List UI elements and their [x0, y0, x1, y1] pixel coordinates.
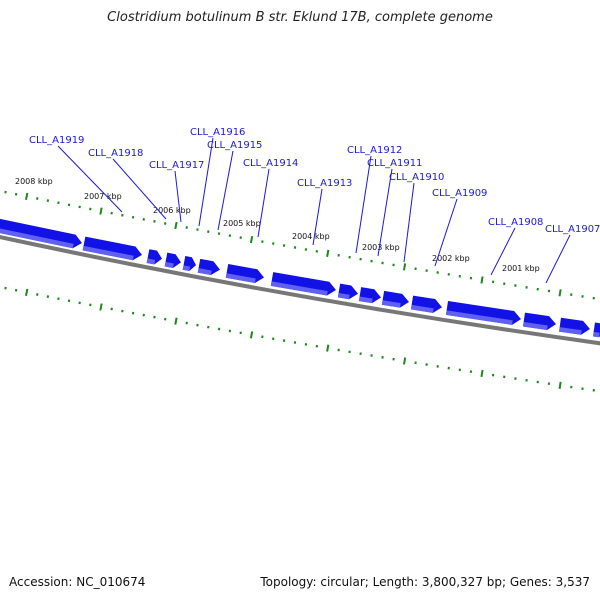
gene-label[interactable]: CLL_A1909: [432, 188, 487, 267]
gene-leader-line: [57, 145, 123, 213]
outer-tick-ring: [4, 190, 595, 300]
gene-label[interactable]: CLL_A1911: [367, 158, 422, 257]
kbp-tick-label: 2006 kbp: [153, 206, 191, 215]
gene-label-text: CLL_A1911: [367, 158, 422, 169]
gene-label[interactable]: CLL_A1913: [297, 178, 352, 246]
gene-leader-line: [377, 168, 393, 257]
major-tick: [174, 221, 178, 230]
gene-label-text: CLL_A1914: [243, 158, 298, 169]
gene-label[interactable]: CLL_A1918: [88, 148, 167, 220]
backbone-line: [0, 235, 600, 346]
major-tick: [99, 303, 103, 311]
major-tick: [403, 357, 407, 365]
gene-leader-line: [434, 198, 458, 267]
gene-label-text: CLL_A1909: [432, 188, 487, 199]
kbp-tick-label: 2008 kbp: [15, 177, 53, 186]
genome-summary: Topology: circular; Length: 3,800,327 bp…: [260, 575, 590, 589]
gene-leader-line: [545, 234, 571, 284]
gene-label-text: CLL_A1910: [389, 172, 444, 183]
major-tick: [24, 288, 29, 297]
gene-track: [0, 218, 600, 338]
gene-leader-line: [355, 155, 372, 254]
gene-label-text: CLL_A1916: [190, 127, 245, 138]
gene-label[interactable]: CLL_A1917: [149, 160, 204, 223]
major-tick: [174, 317, 178, 325]
major-tick: [558, 381, 562, 389]
major-tick: [249, 235, 254, 244]
gene-arrow[interactable]: [381, 290, 409, 308]
gene-label-text: CLL_A1913: [297, 178, 352, 189]
gene-label[interactable]: CLL_A1912: [347, 145, 402, 254]
kbp-tick-label: 2001 kbp: [502, 264, 540, 273]
kbp-tick-label: 2003 kbp: [362, 243, 400, 252]
gene-label[interactable]: CLL_A1914: [243, 158, 298, 238]
major-tick: [326, 249, 330, 257]
major-tick: [558, 289, 562, 297]
inner-tick-ring: [4, 286, 595, 392]
gene-label[interactable]: CLL_A1908: [488, 217, 543, 276]
tick-label-group: 2008 kbp 2007 kbp 2006 kbp 2005 kbp 2004 kbp…: [15, 177, 540, 273]
gene-arrow[interactable]: [410, 295, 442, 313]
gene-arrow[interactable]: [164, 252, 181, 268]
accession-text: Accession: NC_010674: [9, 575, 146, 589]
gene-label[interactable]: CLL_A1910: [389, 172, 444, 263]
gene-arrow[interactable]: [182, 256, 196, 272]
gene-label-text: CLL_A1918: [88, 148, 143, 159]
gene-leader-line: [312, 188, 323, 246]
gene-label-text: CLL_A1907: [545, 224, 600, 235]
gene-arrow[interactable]: [593, 322, 600, 338]
gene-leader-line: [174, 170, 182, 223]
major-tick: [326, 344, 330, 352]
gene-leader-line: [257, 168, 270, 238]
gene-arrow[interactable]: [358, 287, 381, 304]
gene-arrow[interactable]: [559, 317, 590, 335]
gene-label[interactable]: CLL_A1907: [545, 224, 600, 284]
gene-label-text: CLL_A1917: [149, 160, 204, 171]
gene-label-group: CLL_A1919 CLL_A1918 CLL_A1917 CLL_A1916 CLL_…: [29, 127, 600, 284]
major-tick: [480, 276, 484, 284]
major-tick: [480, 369, 484, 378]
gene-arrow[interactable]: [197, 258, 220, 276]
gene-label[interactable]: CLL_A1919: [29, 135, 123, 213]
major-tick: [249, 331, 254, 339]
genome-backbone: [0, 235, 600, 346]
gene-arrow[interactable]: [82, 236, 142, 261]
major-tick: [99, 207, 103, 215]
gene-arrow[interactable]: [337, 283, 358, 300]
gene-label-text: CLL_A1912: [347, 145, 402, 156]
gene-leader-line: [198, 137, 214, 227]
major-tick: [24, 192, 29, 201]
gene-label-text: CLL_A1915: [207, 140, 262, 151]
gene-arrow[interactable]: [146, 249, 162, 265]
kbp-tick-label: 2004 kbp: [292, 232, 330, 241]
gene-leader-line: [217, 150, 234, 231]
gene-arrow[interactable]: [225, 264, 264, 284]
gene-leader-line: [403, 182, 415, 263]
gene-label[interactable]: CLL_A1916: [190, 127, 245, 227]
gene-arrow[interactable]: [523, 312, 556, 330]
kbp-tick-label: 2007 kbp: [84, 192, 122, 201]
gene-label-text: CLL_A1919: [29, 135, 84, 146]
gene-leader-line: [112, 158, 167, 220]
gene-arrow[interactable]: [0, 218, 82, 249]
major-tick: [402, 263, 407, 271]
gene-leader-line: [490, 227, 516, 276]
kbp-tick-label: 2005 kbp: [223, 219, 261, 228]
gene-label[interactable]: CLL_A1915: [207, 140, 262, 231]
kbp-tick-label: 2002 kbp: [432, 254, 470, 263]
gene-arrow[interactable]: [270, 272, 336, 296]
gene-label-text: CLL_A1908: [488, 217, 543, 228]
map-title: Clostridium botulinum B str. Eklund 17B,…: [107, 10, 493, 25]
gene-arrow[interactable]: [445, 301, 521, 325]
